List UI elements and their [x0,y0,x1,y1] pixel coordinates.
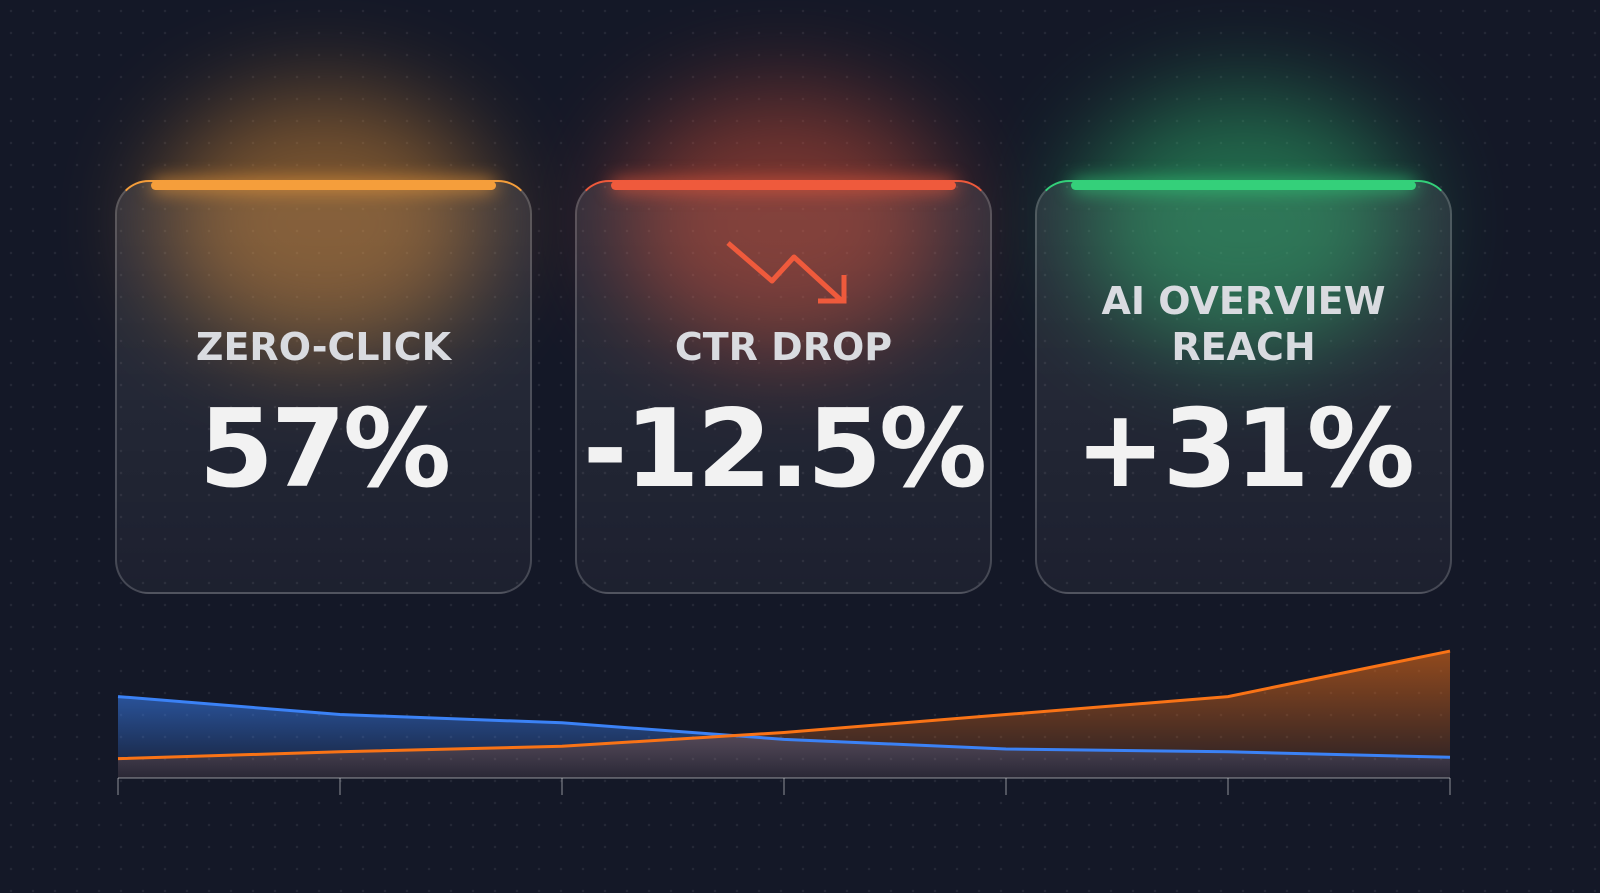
kpi-card: AI OVERVIEW REACH +31% [1035,92,1452,594]
kpi-value: -12.5% [582,387,988,512]
kpi-label: AI OVERVIEW REACH [1101,279,1386,369]
kpi-card: CTR DROP -12.5% [575,92,992,594]
glow [617,92,950,352]
glow [157,92,490,352]
glow [1077,92,1410,352]
kpi-label: ZERO-CLICK [195,325,452,369]
series-line [117,695,1451,759]
down-arrow-icon [726,241,847,304]
area-fill [118,651,1450,778]
accent-bar [1071,181,1416,190]
accent-bar [611,181,956,190]
kpi-card: ZERO-CLICK 57% [115,92,532,594]
series-line [117,649,1451,761]
kpi-value: 57% [198,387,452,512]
kpi-value: +31% [1075,387,1415,512]
kpi-label: CTR DROP [674,325,893,369]
accent-bar [151,181,496,190]
